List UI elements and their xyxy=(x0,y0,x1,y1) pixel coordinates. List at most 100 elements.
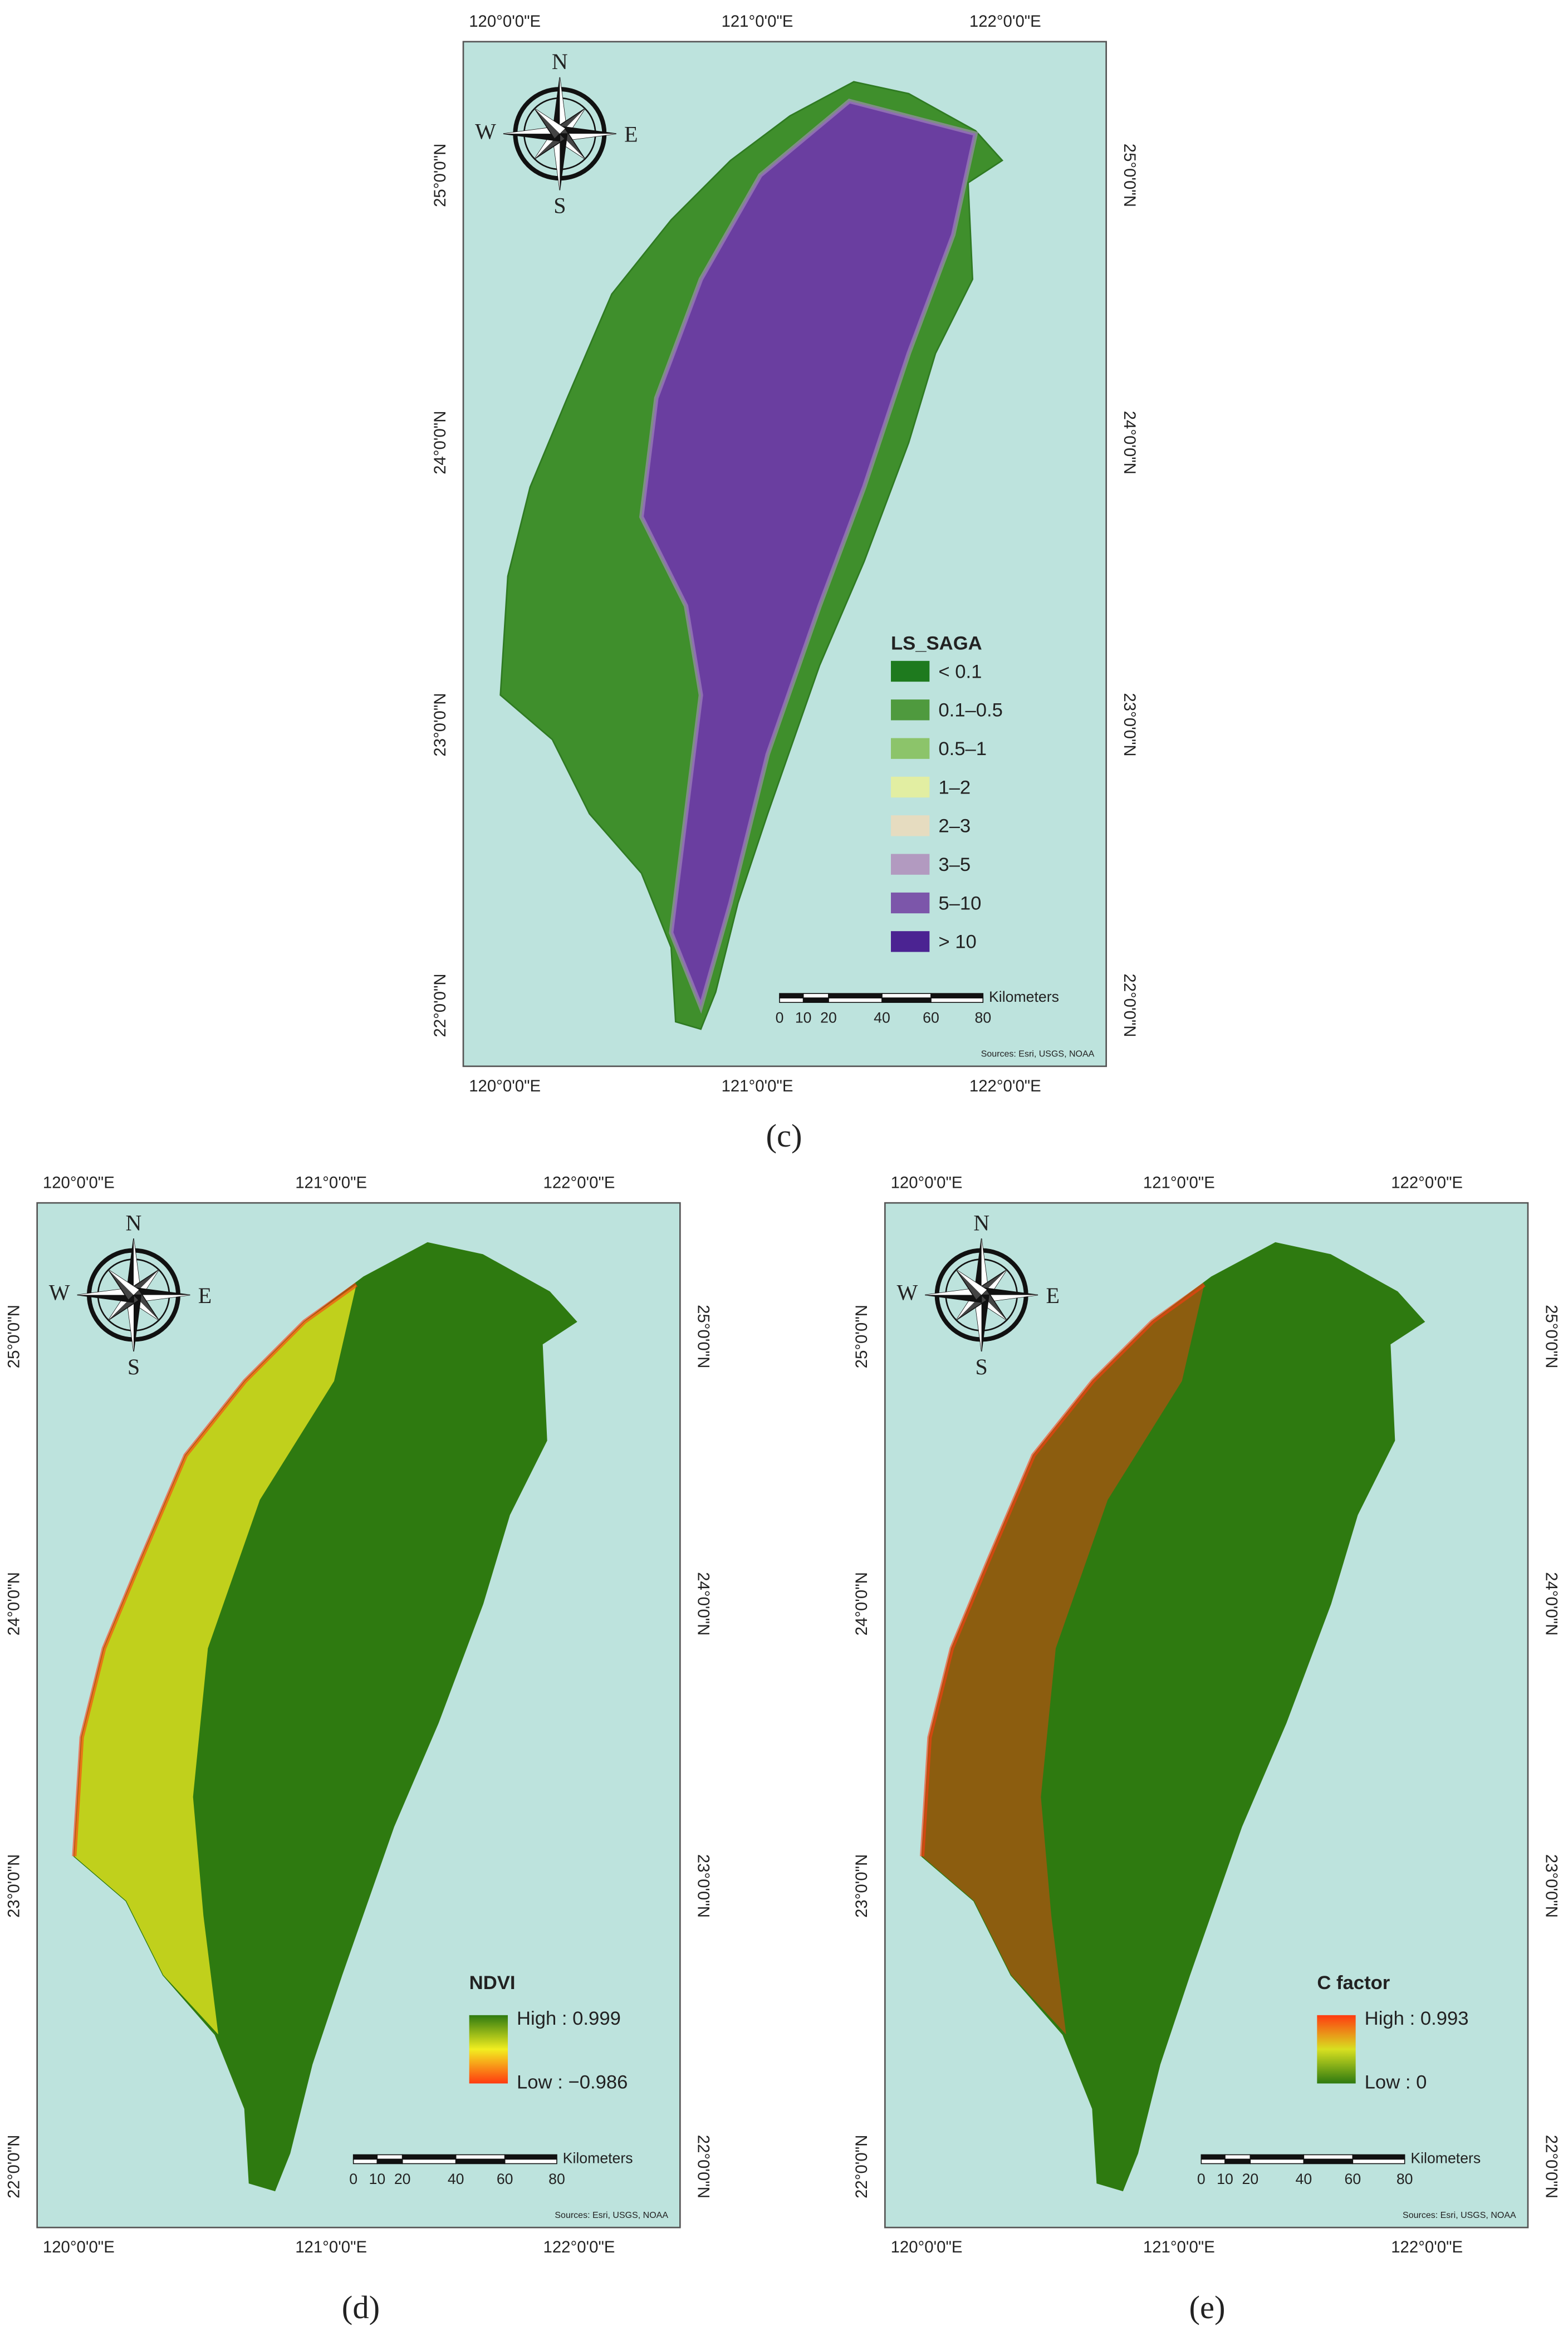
legend-ramp xyxy=(469,2015,508,2084)
compass-n: N xyxy=(126,1210,142,1235)
scale-segment xyxy=(1200,2158,1226,2164)
latitude-label: 22°0'0"N xyxy=(694,2135,713,2198)
longitude-label: 121°0'0"E xyxy=(295,1173,367,1192)
latitude-label: 23°0'0"N xyxy=(1542,1854,1560,1918)
panel-caption: (d) xyxy=(342,2289,380,2325)
compass-s: S xyxy=(976,1354,988,1379)
scale-segment xyxy=(779,993,804,998)
compass-rose xyxy=(925,1238,1038,1351)
scale-segment xyxy=(802,993,829,998)
scale-segment xyxy=(930,993,984,998)
compass-w: W xyxy=(896,1280,918,1305)
scale-segment xyxy=(1250,2154,1305,2160)
longitude-label: 122°0'0"E xyxy=(543,1173,615,1192)
latitude-label: 25°0'0"N xyxy=(694,1305,713,1368)
longitude-label: 120°0'0"E xyxy=(891,1173,963,1192)
latitude-label: 22°0'0"N xyxy=(431,973,449,1037)
latitude-label: 24°0'0"N xyxy=(694,1572,713,1635)
legend-swatch xyxy=(891,815,930,836)
scale-segment xyxy=(376,2154,403,2160)
longitude-label: 122°0'0"E xyxy=(1391,2238,1463,2256)
scale-tick-label: 10 xyxy=(1217,2171,1233,2187)
scale-segment xyxy=(504,2158,557,2164)
latitude-label: 23°0'0"N xyxy=(4,1854,23,1918)
scale-segment xyxy=(455,2158,506,2164)
latitude-label: 25°0'0"N xyxy=(4,1305,23,1368)
panel-caption: (e) xyxy=(1189,2289,1225,2325)
map-panel: 120°0'0"E 120°0'0"E 121°0'0"E 121°0'0"E 122°… xyxy=(4,1173,712,2256)
compass-n: N xyxy=(973,1210,989,1235)
legend-title: C factor xyxy=(1317,1972,1390,1994)
compass-point-light xyxy=(503,126,560,134)
scale-unit: Kilometers xyxy=(989,988,1059,1005)
compass-point-light xyxy=(108,1270,139,1295)
latitude-label: 25°0'0"N xyxy=(852,1305,871,1368)
coast-edge xyxy=(920,1282,1206,1857)
compass-e: E xyxy=(1046,1283,1059,1308)
legend-title: LS_SAGA xyxy=(891,633,982,654)
scale-tick-label: 60 xyxy=(497,2171,513,2187)
scale-tick-label: 10 xyxy=(795,1010,812,1026)
scale-segment xyxy=(828,993,883,998)
longitude-label: 120°0'0"E xyxy=(469,1077,541,1095)
scale-tick-label: 40 xyxy=(874,1010,890,1026)
longitude-label: 121°0'0"E xyxy=(1143,2238,1215,2256)
compass-w: W xyxy=(475,119,496,144)
scale-tick-label: 0 xyxy=(776,1010,784,1026)
compass-s: S xyxy=(128,1354,140,1379)
scale-segment xyxy=(401,2154,457,2160)
legend-label: 5–10 xyxy=(938,893,981,914)
latitude-label: 25°0'0"N xyxy=(1542,1305,1560,1368)
legend-label: 1–2 xyxy=(938,777,971,798)
scale-segment xyxy=(828,997,883,1003)
legend-swatch xyxy=(891,660,930,682)
compass-point-light xyxy=(134,1238,141,1295)
compass-point-light xyxy=(77,1287,134,1295)
compass-point-light xyxy=(981,1238,989,1295)
scale-tick-label: 80 xyxy=(975,1010,992,1026)
latitude-label: 22°0'0"N xyxy=(1542,2135,1560,2198)
longitude-label: 122°0'0"E xyxy=(1391,1173,1463,1192)
scale-segment xyxy=(352,2154,378,2160)
legend-title: NDVI xyxy=(469,1972,516,1994)
compass-point-light xyxy=(974,1295,982,1351)
compass-w: W xyxy=(49,1280,70,1305)
compass-rose xyxy=(77,1238,190,1351)
scale-tick-label: 60 xyxy=(1345,2171,1361,2187)
latitude-label: 24°0'0"N xyxy=(1120,411,1139,474)
longitude-label: 122°0'0"E xyxy=(969,12,1041,31)
latitude-label: 22°0'0"N xyxy=(1120,973,1139,1037)
compass-point-light xyxy=(956,1270,987,1295)
latitude-label: 22°0'0"N xyxy=(852,2135,871,2198)
longitude-label: 120°0'0"E xyxy=(43,2238,115,2256)
legend-high: High : 0.999 xyxy=(517,2008,621,2029)
latitude-label: 24°0'0"N xyxy=(852,1572,871,1635)
scale-segment xyxy=(1200,2154,1226,2160)
scale-segment xyxy=(802,997,829,1003)
latitude-label: 25°0'0"N xyxy=(431,144,449,207)
longitude-label: 121°0'0"E xyxy=(1143,1173,1215,1192)
scale-tick-label: 20 xyxy=(820,1010,837,1026)
map-panel: 120°0'0"E 120°0'0"E 121°0'0"E 121°0'0"E 122°… xyxy=(431,12,1139,1095)
longitude-label: 120°0'0"E xyxy=(469,12,541,31)
legend-swatch xyxy=(891,892,930,914)
legend-swatch xyxy=(891,699,930,721)
scale-tick-label: 80 xyxy=(548,2171,565,2187)
longitude-label: 122°0'0"E xyxy=(969,1077,1041,1095)
sources-credit: Sources: Esri, USGS, NOAA xyxy=(1403,2211,1516,2220)
legend-swatch xyxy=(891,738,930,759)
sources-credit: Sources: Esri, USGS, NOAA xyxy=(555,2211,668,2220)
panel-caption: (c) xyxy=(766,1118,802,1154)
legend-label: 0.5–1 xyxy=(938,738,987,760)
compass-e: E xyxy=(198,1283,212,1308)
legend-swatch xyxy=(891,776,930,798)
scale-tick-label: 0 xyxy=(349,2171,357,2187)
compass-e: E xyxy=(624,122,638,147)
longitude-label: 121°0'0"E xyxy=(722,12,793,31)
legend-swatch xyxy=(891,854,930,875)
compass-rose xyxy=(503,77,616,190)
longitude-label: 122°0'0"E xyxy=(543,2238,615,2256)
latitude-label: 23°0'0"N xyxy=(431,693,449,756)
scale-segment xyxy=(352,2158,378,2164)
